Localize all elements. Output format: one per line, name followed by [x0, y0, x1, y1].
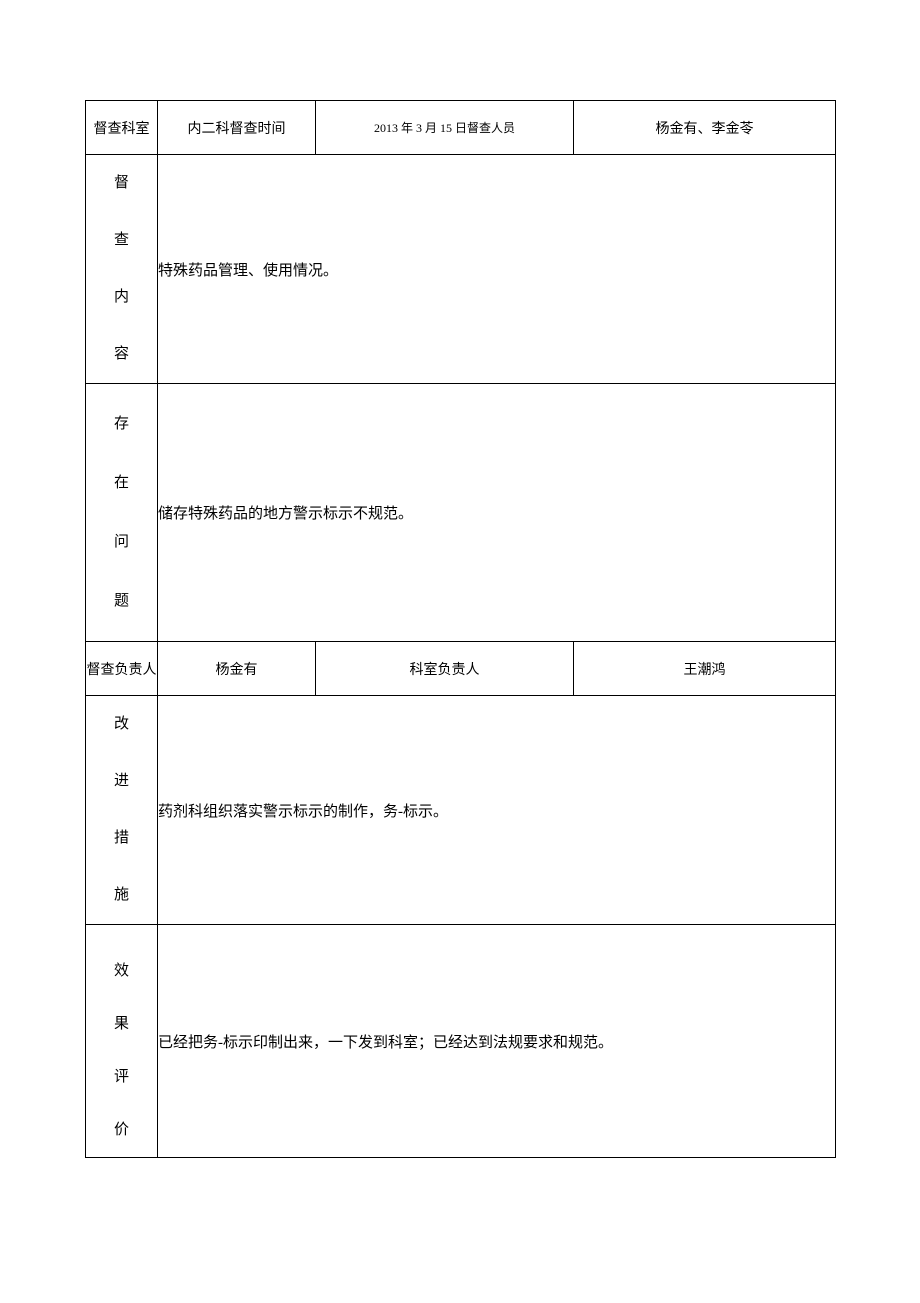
- content-row: 督 查 内 容 特殊药品管理、使用情况。: [86, 155, 836, 384]
- problem-label-char-3: 题: [114, 594, 129, 609]
- responsible-row: 督查负责人 杨金有 科室负责人 王潮鸿: [86, 642, 836, 696]
- evaluation-label-char-3: 价: [114, 1123, 129, 1138]
- content-label-stack: 督 查 内 容: [86, 155, 157, 383]
- evaluation-label-char-1: 果: [114, 1017, 129, 1032]
- improvement-row: 改 进 措 施 药剂科组织落实警示标示的制作，务-标示。: [86, 696, 836, 925]
- header-row: 督查科室 内二科督查时间 2013 年 3 月 15 日督查人员 杨金有、李金苓: [86, 101, 836, 155]
- dept-resp-label-cell: 科室负责人: [316, 642, 574, 696]
- problem-label-stack: 存 在 问 题: [86, 395, 157, 631]
- improvement-label-char-1: 进: [114, 774, 129, 789]
- dept-time-cell: 内二科督查时间: [158, 101, 316, 155]
- dept-label-cell: 督查科室: [86, 101, 158, 155]
- problem-label-cell: 存 在 问 题: [86, 384, 158, 642]
- inspection-form-table: 督查科室 内二科督查时间 2013 年 3 月 15 日督查人员 杨金有、李金苓…: [85, 100, 836, 1158]
- dept-resp-name-cell: 王潮鸿: [574, 642, 836, 696]
- improvement-label-cell: 改 进 措 施: [86, 696, 158, 925]
- evaluation-label-stack: 效 果 评 价: [86, 925, 157, 1157]
- supervisor-name-cell: 杨金有: [158, 642, 316, 696]
- problem-label-char-1: 在: [114, 476, 129, 491]
- improvement-text-cell: 药剂科组织落实警示标示的制作，务-标示。: [158, 696, 836, 925]
- supervisor-label-cell: 督查负责人: [86, 642, 158, 696]
- content-label-char-1: 查: [114, 233, 129, 248]
- evaluation-label-char-0: 效: [114, 964, 129, 979]
- date-personnel-cell: 2013 年 3 月 15 日督查人员: [316, 101, 574, 155]
- improvement-label-char-0: 改: [114, 717, 129, 732]
- content-label-cell: 督 查 内 容: [86, 155, 158, 384]
- content-label-char-2: 内: [114, 290, 129, 305]
- evaluation-text-cell: 已经把务-标示印制出来，一下发到科室；已经达到法规要求和规范。: [158, 925, 836, 1158]
- evaluation-row: 效 果 评 价 已经把务-标示印制出来，一下发到科室；已经达到法规要求和规范。: [86, 925, 836, 1158]
- content-label-char-0: 督: [114, 176, 129, 191]
- personnel-names-cell: 杨金有、李金苓: [574, 101, 836, 155]
- problem-label-char-2: 问: [114, 535, 129, 550]
- content-text-cell: 特殊药品管理、使用情况。: [158, 155, 836, 384]
- content-label-char-3: 容: [114, 347, 129, 362]
- evaluation-label-char-2: 评: [114, 1070, 129, 1085]
- improvement-label-char-3: 施: [114, 888, 129, 903]
- date-personnel-text: 2013 年 3 月 15 日督查人员: [374, 121, 515, 135]
- evaluation-label-cell: 效 果 评 价: [86, 925, 158, 1158]
- improvement-label-stack: 改 进 措 施: [86, 696, 157, 924]
- improvement-label-char-2: 措: [114, 831, 129, 846]
- problem-text-cell: 储存特殊药品的地方警示标示不规范。: [158, 384, 836, 642]
- problem-label-char-0: 存: [114, 417, 129, 432]
- problem-row: 存 在 问 题 储存特殊药品的地方警示标示不规范。: [86, 384, 836, 642]
